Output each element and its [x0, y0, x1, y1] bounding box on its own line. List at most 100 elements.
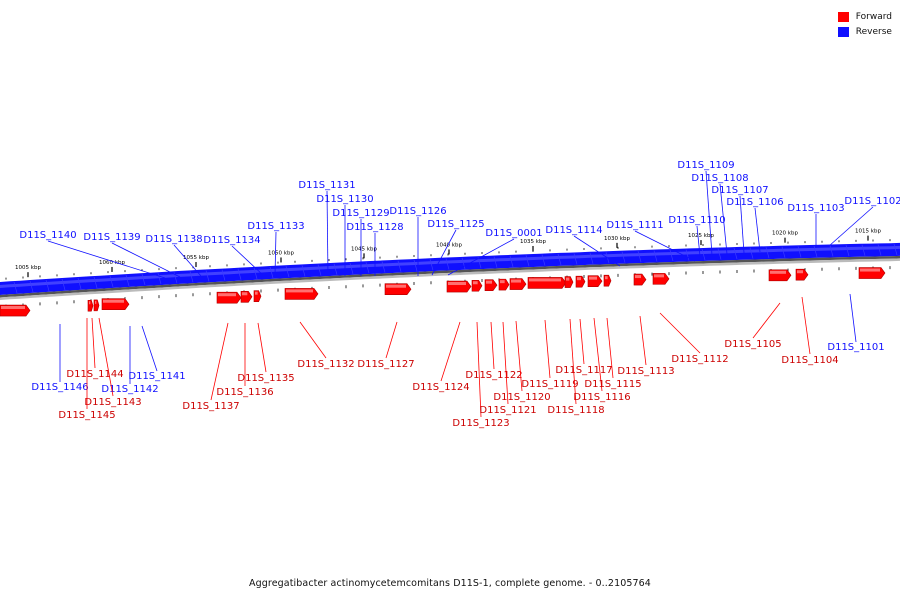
legend-reverse: Reverse	[837, 24, 892, 39]
forward-gene-label: D11S_1119	[521, 379, 578, 390]
reverse-gene-mark	[701, 248, 706, 261]
reverse-gene-mark	[13, 281, 18, 294]
backbone-shadow	[0, 258, 900, 300]
reverse-gene-label: D11S_1125	[427, 219, 484, 230]
forward-gene-leader	[257, 322, 267, 373]
forward-arrow-highlight	[529, 278, 561, 282]
forward-gene-leader	[569, 318, 577, 405]
reverse-gene-label: D11S_1106	[726, 197, 783, 208]
reverse-gene-mark	[429, 259, 434, 271]
reverse-gene-label: D11S_1140	[19, 230, 76, 241]
forward-gene-leader	[299, 321, 327, 359]
scale-label: 1040 kbp	[436, 242, 462, 248]
forward-gene-label: D11S_1112	[671, 354, 728, 365]
reverse-gene-label: D11S_1109	[677, 160, 734, 171]
reverse-swatch	[837, 26, 849, 37]
reverse-gene-leader	[719, 183, 728, 255]
reverse-gene-leader	[326, 190, 329, 277]
reverse-gene-leader	[828, 206, 874, 247]
reverse-gene-leader	[705, 170, 713, 256]
forward-gene-leader	[639, 315, 647, 366]
map-caption: Aggregatibacter actinomycetemcomitans D1…	[249, 578, 651, 589]
reverse-gene-mark	[877, 244, 882, 256]
backbone-line	[0, 255, 900, 298]
reverse-gene-mark	[397, 260, 402, 272]
reverse-gene-label: D11S_1111	[606, 220, 663, 231]
forward-arrow-highlight	[255, 291, 258, 295]
reverse-gene-mark	[269, 266, 274, 279]
forward-gene-leader	[91, 317, 96, 369]
reverse-gene-mark	[589, 252, 594, 264]
forward-gene-leader	[476, 321, 482, 418]
reverse-gene-leader	[634, 230, 696, 262]
reverse-gene-label: D11S_1142	[101, 384, 158, 395]
reverse-gene-leader	[696, 225, 701, 257]
reverse-gene-leader	[739, 195, 745, 254]
forward-gene-leader	[490, 321, 495, 370]
forward-gene-leader	[385, 321, 398, 359]
reverse-gene-mark	[301, 265, 306, 277]
reverse-gene-mark	[413, 259, 418, 272]
scale-label: 1015 kbp	[855, 229, 881, 235]
forward-gene-label: D11S_1105	[724, 339, 781, 350]
reverse-gene-label: D11S_1139	[83, 232, 140, 243]
forward-gene-label: D11S_1117	[555, 365, 612, 376]
forward-gene-label: D11S_1116	[573, 392, 630, 403]
reverse-gene-mark	[221, 269, 226, 281]
reverse-gene-label: D11S_1130	[316, 194, 373, 205]
reverse-gene-label: D11S_1110	[668, 215, 725, 226]
reverse-gene-mark	[77, 277, 82, 290]
reverse-gene-mark	[749, 247, 754, 259]
reverse-gene-mark	[797, 246, 802, 258]
reverse-gene-mark	[893, 243, 898, 256]
forward-arrow-highlight	[386, 284, 406, 288]
forward-gene-leader	[659, 312, 701, 354]
reverse-gene-label: D11S_1138	[145, 234, 202, 245]
reverse-gene-mark	[477, 257, 482, 269]
forward-arrow-highlight	[473, 281, 478, 285]
reverse-gene-leader	[849, 293, 857, 343]
forward-gene-leader	[801, 296, 811, 355]
forward-gene-label: D11S_1145	[58, 410, 115, 421]
reverse-gene-mark	[237, 268, 242, 280]
reverse-gene-label: D11S_0001	[485, 228, 542, 239]
scale-label: 1005 kbp	[15, 265, 41, 271]
forward-gene-label: D11S_1135	[237, 373, 294, 384]
forward-gene-leader	[210, 322, 229, 401]
reverse-gene-mark	[285, 266, 290, 278]
forward-gene-label: D11S_1122	[465, 370, 522, 381]
reverse-gene-leader	[431, 229, 457, 276]
forward-arrow-highlight	[635, 275, 641, 279]
forward-arrow-highlight	[589, 276, 597, 280]
forward-arrow-highlight	[770, 270, 786, 274]
reverse-gene-mark	[653, 250, 658, 262]
forward-gene-label: D11S_1118	[547, 405, 604, 416]
reverse-gene-mark	[109, 275, 114, 288]
reverse-gene-mark	[61, 278, 66, 291]
forward-gene-label: D11S_1124	[412, 382, 469, 393]
forward-arrow-highlight	[218, 293, 236, 297]
reverse-gene-mark	[349, 262, 354, 275]
forward-gene-label: D11S_1113	[617, 366, 674, 377]
forward-gene-label: D11S_1144	[66, 369, 123, 380]
forward-gene-leader	[440, 321, 461, 382]
reverse-gene-mark	[157, 273, 162, 285]
legend: Forward Reverse	[837, 9, 892, 39]
reverse-band-highlight	[0, 245, 900, 288]
forward-arrow-highlight	[486, 280, 492, 284]
reverse-gene-leader	[47, 240, 166, 279]
forward-gene-leader	[544, 319, 551, 379]
reverse-gene-mark	[637, 251, 642, 263]
forward-arrow-highlight	[89, 301, 91, 305]
reverse-gene-leader	[573, 235, 621, 267]
reverse-gene-leader	[173, 244, 202, 277]
reverse-gene-mark	[141, 274, 146, 286]
forward-gene-leader	[593, 317, 603, 392]
reverse-gene-leader	[447, 238, 515, 276]
reverse-gene-mark	[685, 249, 690, 261]
forward-arrow-highlight	[860, 268, 880, 272]
forward-gene-arrow	[87, 299, 94, 312]
reverse-gene-mark	[461, 257, 466, 269]
forward-arrow-highlight	[654, 274, 664, 278]
forward-arrow-highlight	[448, 282, 466, 286]
